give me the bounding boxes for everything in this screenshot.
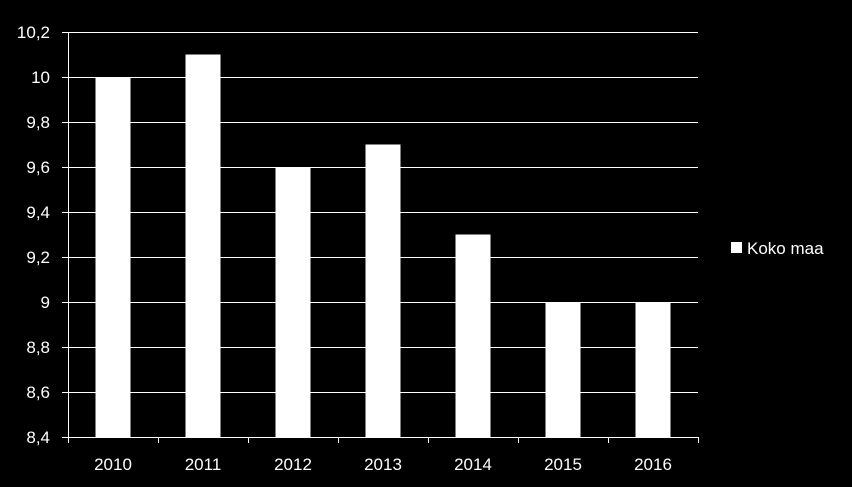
x-tick-label: 2015 — [544, 455, 582, 474]
y-tick-label: 9,2 — [26, 248, 50, 267]
y-tick-labels: 8,4 8,6 8,8 9 9,2 9,4 9,6 9,8 10 10,2 — [17, 23, 50, 447]
x-tick-label: 2011 — [185, 455, 222, 474]
x-tick-label: 2016 — [634, 455, 672, 474]
bars — [95, 54, 671, 437]
x-tick-labels: 2010 2011 2012 2013 2014 2015 2016 — [94, 455, 672, 474]
x-tick-label: 2014 — [454, 455, 492, 474]
bar-2014 — [455, 234, 491, 437]
y-tick-label: 8,8 — [26, 338, 50, 357]
legend: Koko maa — [731, 239, 824, 258]
y-tick-label: 8,6 — [26, 383, 50, 402]
y-tick-label: 9,6 — [26, 158, 50, 177]
y-tick-label: 9,8 — [26, 113, 50, 132]
y-tick-label: 9 — [41, 293, 50, 312]
y-tick-label: 9,4 — [26, 203, 50, 222]
y-tick-label: 8,4 — [26, 428, 50, 447]
bar-2016 — [635, 302, 671, 437]
bar-2012 — [275, 167, 311, 437]
bar-2013 — [365, 144, 401, 437]
bar-2011 — [185, 54, 221, 437]
bar-2015 — [545, 302, 581, 437]
x-tick-label: 2012 — [274, 455, 312, 474]
x-tick-label: 2013 — [364, 455, 402, 474]
y-tick-label: 10 — [31, 68, 50, 87]
bar-2010 — [95, 77, 131, 437]
legend-swatch — [731, 242, 742, 253]
y-tick-label: 10,2 — [17, 23, 50, 42]
legend-label: Koko maa — [747, 239, 824, 258]
axes — [62, 32, 699, 443]
x-tick-label: 2010 — [94, 455, 132, 474]
